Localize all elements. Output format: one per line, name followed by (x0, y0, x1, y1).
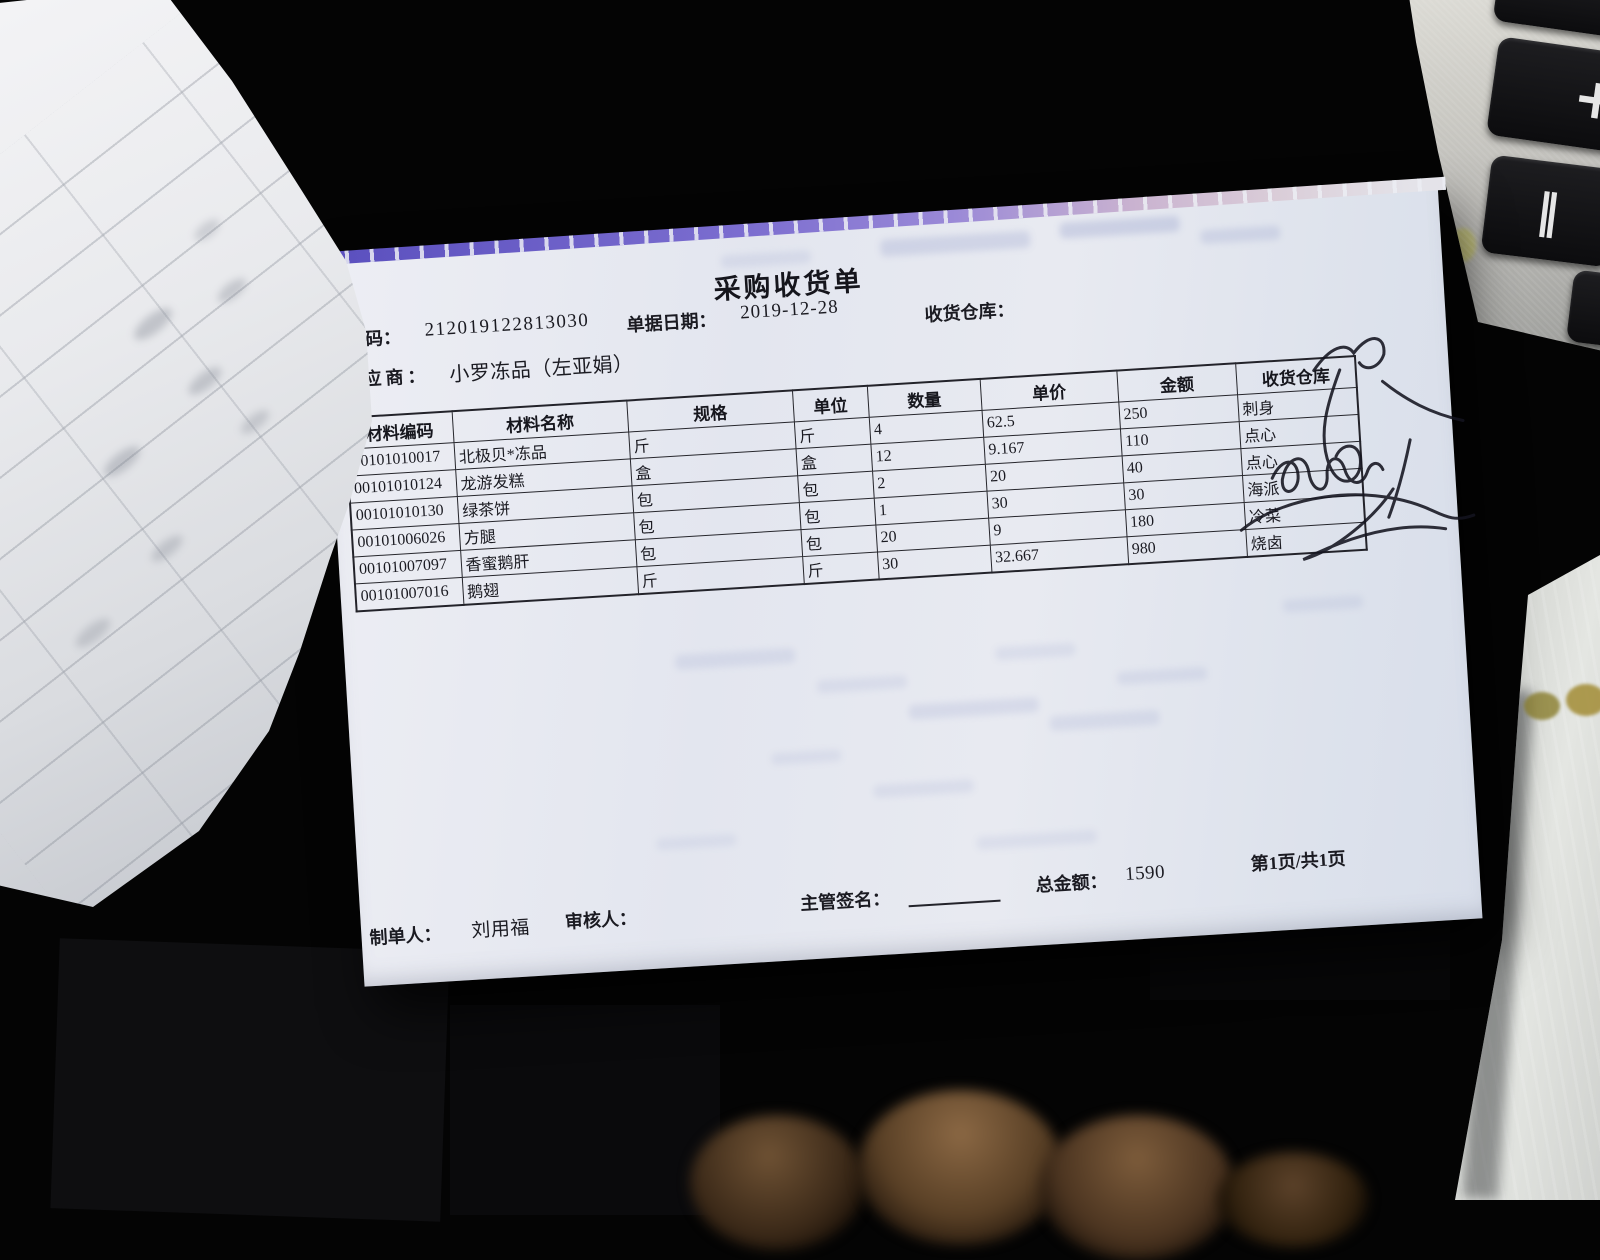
equals-key: ‖ (1480, 154, 1600, 268)
photo-scene: + ‖ 采购收货单 编码： 212019122813030 单据日期： 2019… (0, 0, 1600, 1200)
receiving-warehouse-label: 收货仓库： (924, 299, 1016, 326)
total-amount-value: 1590 (1124, 861, 1166, 885)
showthrough-mark (1049, 709, 1161, 732)
showthrough-mark (656, 833, 737, 851)
plus-key: + (1485, 36, 1600, 159)
header-unit: 单位 (791, 385, 869, 422)
date-value: 2019-12-28 (739, 296, 840, 324)
supplier-value: 小罗冻品（左亚娟） (448, 353, 635, 387)
keyboard-key-partial (1492, 0, 1600, 40)
showthrough-mark (879, 230, 1031, 257)
receipt-sheet: 采购收货单 编码： 212019122813030 单据日期： 2019-12-… (320, 176, 1483, 987)
stain-mark (1450, 228, 1476, 262)
showthrough-mark (908, 696, 1040, 720)
handwritten-signature (1239, 337, 1476, 561)
showthrough-mark (1059, 215, 1180, 239)
desk-shadow-panel (450, 1005, 720, 1215)
showthrough-mark (995, 642, 1076, 661)
finger (1040, 1115, 1235, 1260)
supervisor-signature-label: 主管签名： (799, 888, 891, 914)
cell-unit: 斤 (802, 552, 879, 585)
cell-qty: 30 (876, 545, 992, 580)
showthrough-mark (674, 647, 796, 671)
showthrough-mark (1199, 225, 1281, 245)
code-value: 212019122813030 (423, 309, 590, 341)
showthrough-mark (976, 829, 1098, 850)
stain-mark (1566, 684, 1600, 716)
date-label: 单据日期： (626, 309, 718, 336)
showthrough-mark (816, 674, 908, 694)
page-info: 第1页/共1页 (1250, 848, 1347, 875)
showthrough-mark (1282, 594, 1364, 613)
auditor-label: 审核人： (564, 907, 638, 933)
finger (858, 1090, 1063, 1245)
signature-blank-line (908, 899, 1001, 908)
total-amount-label: 总金额： (1035, 871, 1109, 896)
maker-label: 制单人： (369, 923, 443, 949)
showthrough-mark (873, 779, 974, 799)
finger (690, 1115, 865, 1250)
maker-value: 刘用福 (470, 917, 531, 942)
cell-code: 00101007016 (354, 577, 464, 612)
showthrough-mark (1116, 666, 1208, 686)
showthrough-mark (771, 749, 842, 766)
keyboard-key-partial (1565, 269, 1600, 351)
stain-mark (1524, 692, 1560, 720)
